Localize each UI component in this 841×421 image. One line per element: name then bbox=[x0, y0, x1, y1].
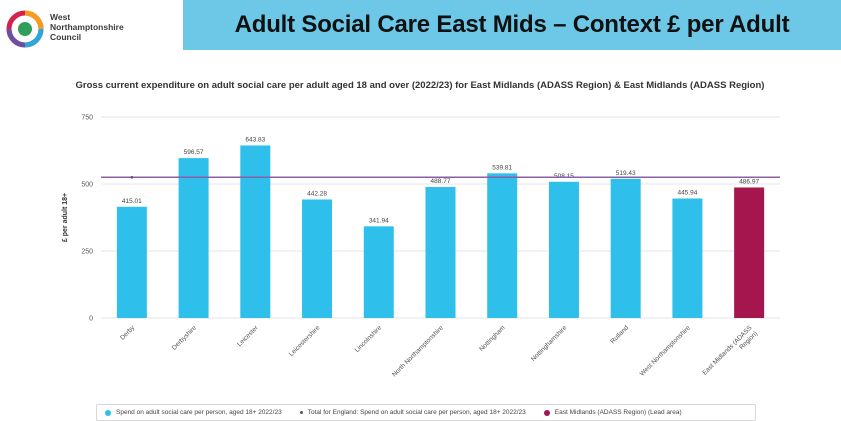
legend-swatch-england bbox=[299, 411, 303, 414]
bar bbox=[425, 187, 456, 318]
bar-value-label: 508.15 bbox=[554, 173, 574, 180]
x-tick-label: Nottingham bbox=[478, 324, 506, 352]
legend-label-spend: Spend on adult social care per person, a… bbox=[116, 409, 282, 416]
bar bbox=[672, 198, 703, 318]
bar bbox=[487, 173, 518, 318]
x-tick-label: Leicestershire bbox=[288, 324, 322, 358]
y-axis-label: £ per adult 18+ bbox=[62, 193, 69, 242]
bar-value-label: 539.81 bbox=[492, 164, 512, 171]
bar-chart: 0 250 500 750 £ per adult 18+ 415.01 Derby 596.… bbox=[62, 115, 780, 382]
bar-value-label: 486.97 bbox=[739, 178, 759, 185]
x-tick-label: Nottinghamshire bbox=[530, 324, 569, 363]
logo-line-3: Council bbox=[50, 32, 82, 42]
y-tick-label: 0 bbox=[89, 316, 93, 323]
legend-label-lead: East Midlands (ADASS Region) (Lead area) bbox=[554, 409, 682, 416]
bar-value-label: 415.01 bbox=[122, 198, 142, 205]
y-tick-label: 750 bbox=[81, 115, 93, 122]
x-tick-label: Leicester bbox=[236, 324, 260, 348]
england-reference-point bbox=[130, 176, 134, 179]
page-title: Adult Social Care East Mids – Context £ … bbox=[234, 11, 790, 38]
council-logo-icon bbox=[6, 10, 44, 48]
x-tick-label: North Northamptonshire bbox=[391, 324, 445, 378]
logo-line-1: West bbox=[50, 12, 71, 22]
x-tick-label: West Northamptonshire bbox=[639, 324, 692, 377]
legend-swatch-spend bbox=[105, 409, 111, 416]
title-banner: Adult Social Care East Mids – Context £ … bbox=[183, 0, 841, 50]
bar bbox=[734, 187, 765, 318]
bar-value-label: 643.83 bbox=[245, 136, 265, 143]
bar bbox=[240, 145, 271, 318]
x-tick-label: Rutland bbox=[609, 324, 630, 345]
bar-value-label: 488.77 bbox=[431, 178, 451, 185]
logo-line-2: Northamptonshire bbox=[50, 22, 124, 32]
legend-item-spend: Spend on adult social care per person, a… bbox=[105, 409, 282, 416]
legend-label-england: Total for England: Spend on adult social… bbox=[307, 409, 526, 416]
bar-value-label: 445.94 bbox=[677, 189, 697, 196]
legend-item-lead: East Midlands (ADASS Region) (Lead area) bbox=[543, 409, 682, 416]
chart-title: Gross current expenditure on adult socia… bbox=[75, 80, 765, 91]
legend-item-england: Total for England: Spend on adult social… bbox=[299, 409, 526, 416]
council-name: West Northamptonshire Council bbox=[50, 12, 124, 42]
bar-value-label: 596.57 bbox=[184, 149, 204, 156]
y-tick-label: 500 bbox=[81, 182, 93, 189]
x-tick-label: Derby bbox=[119, 324, 137, 342]
council-logo: West Northamptonshire Council bbox=[6, 8, 156, 52]
bar bbox=[610, 178, 641, 318]
bar bbox=[548, 181, 579, 318]
bar-value-label: 341.94 bbox=[369, 217, 389, 224]
x-tick-label: East Midlands (ADASSRegion) bbox=[701, 324, 759, 382]
bar bbox=[178, 158, 209, 318]
legend-swatch-lead bbox=[543, 409, 550, 416]
chart-legend: Spend on adult social care per person, a… bbox=[96, 404, 756, 421]
bar bbox=[302, 199, 333, 318]
y-tick-label: 250 bbox=[81, 249, 93, 256]
bar bbox=[116, 206, 147, 318]
bar-value-label: 442.28 bbox=[307, 190, 327, 197]
x-tick-label: Lincolnshire bbox=[354, 324, 384, 354]
bar bbox=[363, 226, 394, 318]
x-tick-label: Derbyshire bbox=[171, 324, 198, 351]
bar-value-label: 519.43 bbox=[616, 170, 636, 177]
